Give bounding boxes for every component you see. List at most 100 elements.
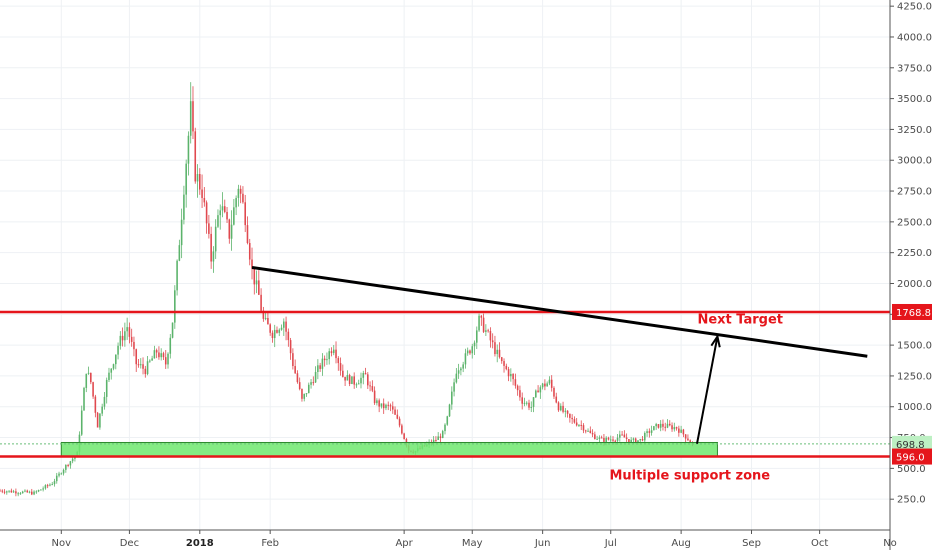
- candle-body: [367, 374, 369, 386]
- candle-body: [321, 358, 324, 369]
- candle: [516, 384, 519, 396]
- candle: [621, 431, 623, 436]
- candle-body: [514, 379, 517, 386]
- candle: [687, 434, 689, 441]
- candle-body: [96, 412, 99, 428]
- candle: [251, 247, 253, 280]
- candle-body: [550, 379, 553, 388]
- candle: [178, 239, 181, 262]
- x-tick-label: Oct: [811, 538, 828, 549]
- candle-body: [596, 438, 598, 440]
- candle-body: [255, 280, 258, 285]
- y-tick-label: 500.0: [897, 464, 926, 475]
- candle-body: [135, 349, 138, 365]
- candle: [528, 399, 530, 411]
- candle-body: [271, 332, 274, 339]
- candle-body: [482, 317, 485, 332]
- candle: [441, 429, 444, 439]
- candle-body: [328, 351, 331, 360]
- candle: [671, 422, 673, 432]
- candle-body: [510, 374, 512, 377]
- candle: [403, 432, 405, 440]
- x-tick-label: No: [883, 538, 897, 549]
- candle: [348, 373, 351, 387]
- candle-body: [523, 402, 526, 404]
- candle-body: [296, 373, 299, 383]
- candle-body: [62, 469, 65, 474]
- candle-body: [301, 389, 303, 399]
- candle-body: [217, 215, 219, 227]
- candle-body: [678, 428, 680, 433]
- candle: [376, 398, 378, 406]
- candle: [378, 398, 380, 413]
- candle: [330, 347, 333, 357]
- candle-body: [26, 490, 29, 493]
- candle-body: [10, 490, 13, 493]
- candle: [575, 418, 578, 427]
- candle: [607, 436, 610, 441]
- candle: [199, 168, 201, 195]
- candle: [301, 388, 303, 402]
- candle: [46, 483, 49, 489]
- candle-body: [541, 383, 544, 388]
- candle-body: [126, 327, 128, 332]
- candle-body: [248, 242, 251, 260]
- candle: [292, 348, 294, 370]
- candle-body: [344, 376, 346, 381]
- candle: [668, 420, 671, 427]
- candle: [589, 426, 592, 434]
- support-price-tag-text: 596.0: [896, 453, 925, 464]
- candle-body: [205, 202, 208, 224]
- candle-body: [269, 324, 271, 333]
- candle-body: [512, 374, 514, 380]
- candle-body: [485, 330, 487, 332]
- y-tick-label: 3000.0: [897, 156, 932, 167]
- candle: [87, 366, 90, 375]
- candle-body: [376, 400, 378, 404]
- candle: [455, 368, 458, 384]
- candle-body: [396, 414, 399, 419]
- candle-body: [42, 488, 44, 490]
- current-price-tag-bg: [892, 435, 932, 452]
- candle-body: [553, 387, 555, 397]
- candle-body: [33, 491, 35, 495]
- candle: [219, 204, 222, 230]
- candle: [69, 460, 72, 469]
- candle-body: [632, 438, 635, 440]
- candle: [180, 208, 183, 259]
- candle-body: [146, 361, 149, 375]
- candle-body: [439, 436, 442, 438]
- candle: [185, 159, 187, 208]
- candle: [194, 127, 197, 184]
- candle: [489, 327, 492, 348]
- candle: [1, 489, 4, 494]
- candle-body: [457, 370, 460, 374]
- candle: [26, 489, 29, 493]
- candle: [573, 416, 576, 424]
- candle-body: [330, 351, 333, 354]
- support-zone-label: Multiple support zone: [609, 469, 770, 484]
- candle: [385, 403, 387, 411]
- candle: [446, 415, 449, 426]
- candle-body: [21, 491, 24, 494]
- candle: [466, 347, 469, 356]
- candle-body: [171, 322, 174, 338]
- candle-body: [253, 268, 256, 285]
- candle-body: [630, 439, 632, 443]
- candle-body: [92, 382, 94, 397]
- candle: [65, 464, 67, 473]
- candle: [49, 483, 51, 487]
- candle-body: [346, 375, 349, 381]
- candle: [480, 314, 483, 326]
- candle: [650, 425, 653, 436]
- candle-body: [364, 373, 367, 375]
- candle-body: [348, 375, 351, 384]
- x-tick-label: Feb: [261, 538, 279, 549]
- candle: [174, 285, 176, 329]
- current-price-tag: 698.8: [892, 435, 932, 452]
- candle-body: [659, 423, 662, 428]
- candle: [673, 422, 676, 432]
- candle: [616, 434, 619, 444]
- candle: [246, 216, 249, 245]
- candle: [119, 331, 122, 350]
